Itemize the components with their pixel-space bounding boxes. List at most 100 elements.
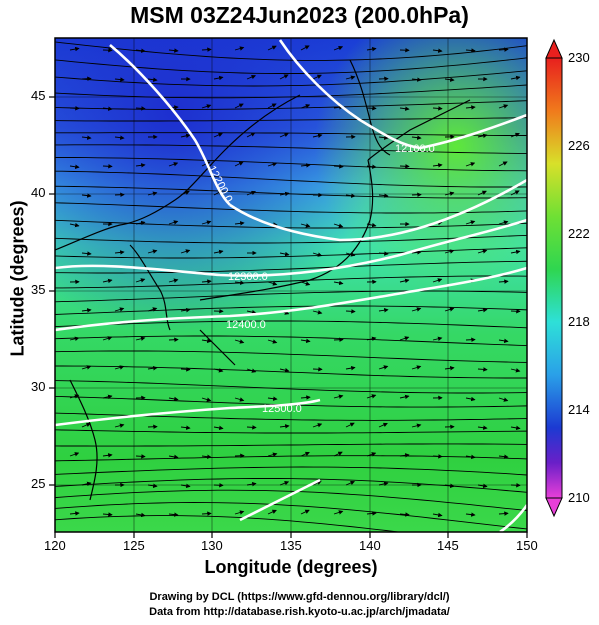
wind-arrow bbox=[477, 133, 488, 139]
wind-arrow bbox=[300, 395, 311, 400]
wind-arrow bbox=[168, 48, 179, 53]
wind-arrow bbox=[81, 365, 92, 370]
streamline bbox=[55, 157, 527, 172]
wind-arrow bbox=[411, 77, 422, 82]
wind-arrow bbox=[81, 76, 92, 81]
wind-arrow bbox=[114, 307, 125, 312]
contour-label-12500: 12500.0 bbox=[262, 403, 302, 415]
streamline bbox=[55, 41, 527, 61]
figure-title: MSM 03Z24Jun2023 (200.0hPa) bbox=[130, 2, 469, 28]
wind-arrow bbox=[345, 193, 356, 198]
wind-arrow bbox=[300, 45, 310, 51]
wind-arrow bbox=[69, 452, 80, 457]
y-tick-25: 25 bbox=[31, 476, 46, 491]
wind-arrow bbox=[312, 480, 322, 486]
wind-arrow bbox=[477, 307, 488, 313]
wind-arrow bbox=[510, 249, 521, 255]
wind-arrow bbox=[498, 397, 509, 402]
axis-ticks bbox=[49, 96, 528, 538]
wind-arrow bbox=[279, 368, 290, 373]
streamline bbox=[55, 275, 527, 289]
wind-arrow bbox=[246, 368, 257, 373]
wind-arrow bbox=[114, 423, 125, 428]
wind-arrow bbox=[267, 281, 278, 286]
wind-arrow bbox=[81, 193, 92, 198]
wind-arrow bbox=[180, 133, 191, 139]
wind-arrow bbox=[168, 396, 179, 402]
wind-arrow bbox=[201, 511, 212, 516]
wind-arrow bbox=[378, 193, 389, 198]
wind-arrow bbox=[477, 249, 488, 254]
streamline bbox=[55, 466, 527, 476]
wind-arrow bbox=[477, 425, 488, 430]
wind-arrow bbox=[213, 249, 224, 255]
streamline bbox=[55, 100, 527, 110]
streamline bbox=[55, 455, 527, 462]
wind-arrow bbox=[444, 366, 455, 371]
wind-arrow bbox=[300, 104, 311, 109]
streamline bbox=[55, 320, 527, 329]
wind-arrow bbox=[102, 394, 113, 400]
streamline bbox=[55, 350, 527, 363]
wind-arrow bbox=[180, 249, 191, 254]
wind-arrow bbox=[201, 397, 212, 402]
wind-arrow bbox=[201, 47, 212, 52]
wind-arrow bbox=[432, 278, 443, 283]
x-tick-130: 130 bbox=[201, 538, 223, 553]
x-tick-120: 120 bbox=[44, 538, 66, 553]
wind-arrow bbox=[69, 106, 80, 111]
wind-arrow bbox=[234, 510, 245, 515]
y-tick-30: 30 bbox=[31, 379, 46, 394]
wind-arrow bbox=[267, 509, 277, 515]
wind-arrow bbox=[267, 452, 278, 457]
wind-arrow bbox=[114, 365, 125, 370]
colorbar-tick-214: 214 bbox=[568, 402, 590, 417]
wind-arrow bbox=[246, 309, 257, 315]
wind-arrow bbox=[69, 511, 80, 516]
wind-arrow bbox=[114, 135, 125, 140]
wind-arrow bbox=[411, 365, 422, 370]
wind-arrow bbox=[300, 223, 311, 228]
wind-arrow bbox=[498, 161, 508, 167]
streamline bbox=[55, 57, 527, 74]
wind-arrow bbox=[378, 308, 389, 313]
wind-arrow bbox=[498, 279, 509, 284]
wind-arrow bbox=[300, 281, 311, 286]
wind-arrow bbox=[312, 252, 323, 257]
wind-arrow bbox=[213, 75, 224, 81]
wind-arrow bbox=[135, 336, 146, 341]
wind-arrow bbox=[444, 249, 455, 254]
streamline bbox=[55, 202, 527, 214]
y-tick-45: 45 bbox=[31, 88, 46, 103]
wind-arrow bbox=[432, 48, 443, 53]
wind-arrow bbox=[69, 222, 80, 228]
colorbar-tick-218: 218 bbox=[568, 314, 590, 329]
wind-arrow bbox=[477, 190, 487, 196]
wind-arrow bbox=[510, 425, 521, 431]
wind-arrow bbox=[267, 396, 278, 401]
wind-arrow bbox=[69, 164, 80, 169]
colorbar-tick-230: 230 bbox=[568, 50, 590, 65]
wind-arrow bbox=[135, 512, 146, 518]
streamline bbox=[55, 515, 403, 532]
wind-arrow bbox=[378, 422, 388, 428]
wind-arrow bbox=[366, 394, 377, 399]
wind-arrow bbox=[114, 77, 125, 82]
wind-arrow bbox=[312, 133, 323, 138]
contour-label-12100: 12100.0 bbox=[395, 143, 435, 155]
wind-arrow bbox=[102, 106, 113, 111]
wind-arrow bbox=[102, 278, 113, 284]
wind-arrow bbox=[279, 481, 290, 486]
wind-arrow bbox=[498, 338, 509, 344]
wind-arrow bbox=[279, 251, 290, 257]
wind-arrow bbox=[432, 336, 443, 341]
y-tick-35: 35 bbox=[31, 282, 46, 297]
wind-arrow bbox=[168, 337, 179, 342]
wind-arrow bbox=[411, 423, 422, 428]
streamline bbox=[55, 117, 527, 122]
wind-arrow bbox=[432, 454, 443, 459]
wind-arrow bbox=[234, 103, 244, 109]
colorbar-tick-226: 226 bbox=[568, 138, 590, 153]
